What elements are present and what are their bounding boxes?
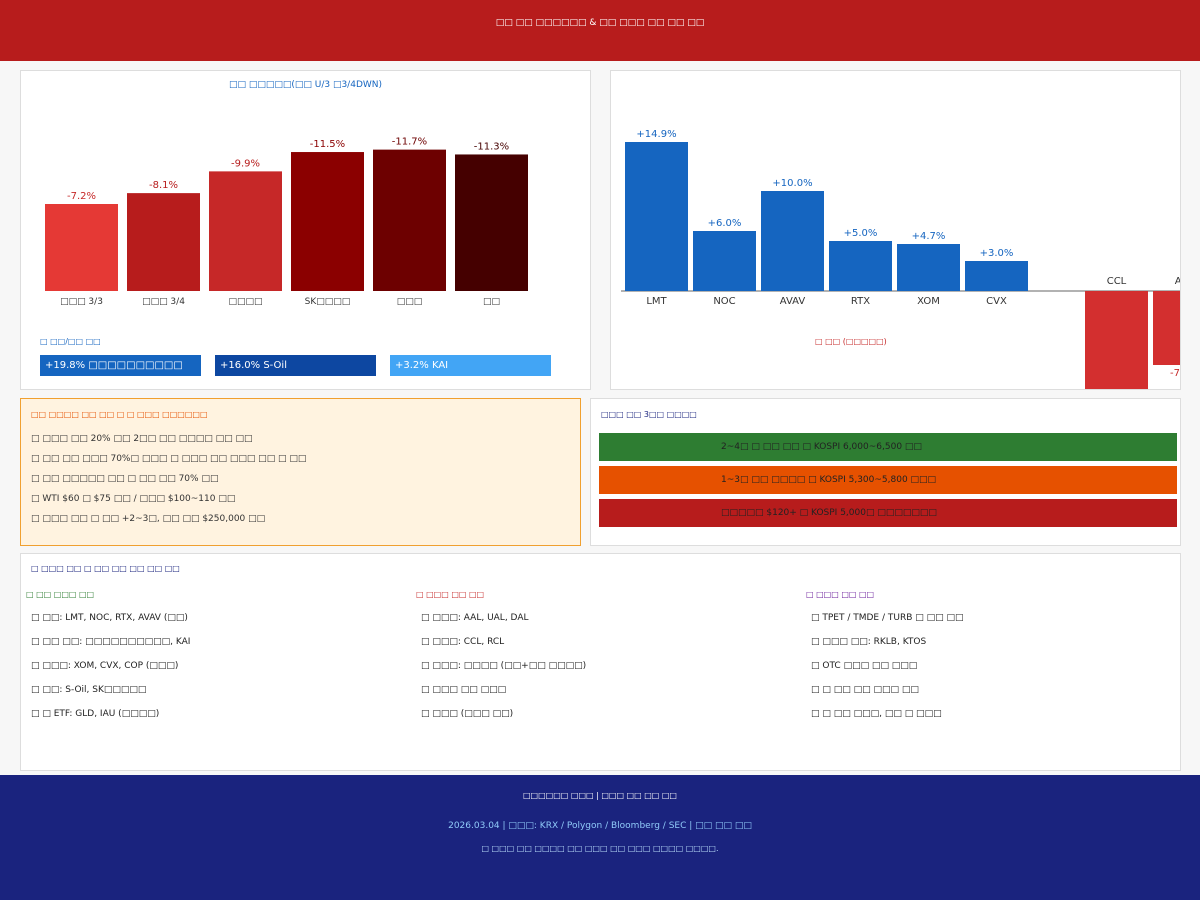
- column-header-buy: □ □□ □□□ □□: [26, 590, 95, 599]
- list-item: □ □□□: XOM, CVX, COP (□□□): [31, 661, 179, 671]
- warning-item: □ □□□ □□ 20% □□ 2□□ □□ □□□□ □□ □□: [31, 434, 253, 444]
- data-label: -11.7%: [392, 137, 427, 148]
- data-label: -8.1%: [149, 180, 178, 191]
- list-item: □ □□□: AAL, UAL, DAL: [421, 613, 529, 623]
- footer-note: □ □□□ □□ □□□□ □□ □□□ □□ □□□ □□□□ □□□□.: [481, 844, 719, 853]
- category-label: CCL: [1107, 276, 1127, 287]
- footer: □□□□□□ □□□ | □□□ □□ □□ □□ 2026.03.04 | □…: [0, 775, 1200, 900]
- list-item: □ □□□: □□□□ (□□+□□ □□□□): [421, 661, 587, 671]
- footer-meta: 2026.03.04 | □□□: KRX / Polygon / Bloomb…: [448, 821, 752, 831]
- category-label: AAL: [1175, 276, 1181, 287]
- category-label: CVX: [986, 296, 1007, 307]
- column-header-avoid: □ □□□ □□ □□: [416, 590, 485, 599]
- warning-panel: □□ □□□□ □□ □□ □ □ □□□ □□□□□□ □ □□□ □□ 20…: [20, 398, 581, 546]
- bar: [1153, 291, 1180, 365]
- chart-title: □□ □□□□□(□□ U/3 □3/4DWN): [228, 80, 383, 90]
- category-label: □□□ 3/4: [142, 297, 185, 307]
- category-label: LMT: [646, 296, 667, 307]
- header-bar: □□ □□ □□□□□□ & □□ □□□ □□ □□ □□: [0, 0, 1200, 61]
- list-item: □ □□□: CCL, RCL: [421, 637, 505, 647]
- data-label: +10.0%: [772, 178, 812, 189]
- warning-item: □ WTI $60 □ $75 □□ / □□□ $100~110 □□: [31, 494, 236, 504]
- warning-item: □ □□ □□□□□ □□ □ □□ □□ 70% □□: [31, 474, 219, 484]
- scenario-bar-3: □□□□□ $120+ □ KOSPI 5,000□ □□□□□□□: [599, 499, 1177, 527]
- list-item: □ □□: LMT, NOC, RTX, AVAV (□□): [31, 613, 188, 623]
- category-label: RTX: [851, 296, 870, 307]
- strategy-title: □ □□□ □□ □ □□ □□ □□ □□ □□: [31, 564, 180, 573]
- category-label: NOC: [713, 296, 735, 307]
- scenario-bar-2: 1~3□ □□ □□□□ □ KOSPI 5,300~5,800 □□□: [599, 466, 1177, 494]
- bar: [291, 152, 364, 291]
- data-label: +5.0%: [844, 228, 878, 239]
- bar: [127, 193, 200, 291]
- bar: [209, 171, 282, 291]
- list-item: □ □ ETF: GLD, IAU (□□□□): [31, 709, 160, 719]
- korea-decline-panel: □□ □□□□□(□□ U/3 □3/4DWN) -7.2% □□□ 3/3 -8.…: [20, 70, 591, 390]
- down-label: □ □□ (□□□□□): [815, 337, 887, 346]
- warning-item: □ □□□ □□ □ □□ +2~3□, □□ □□ $250,000 □□: [31, 514, 266, 524]
- bar: [373, 149, 446, 291]
- bar: [897, 244, 960, 291]
- category-label: XOM: [917, 296, 940, 307]
- up-label: □ □□/□□ □□: [40, 337, 101, 346]
- category-label: □□□ 3/3: [60, 297, 103, 307]
- data-label: -7.2%: [67, 191, 96, 202]
- category-label: □□□: [397, 297, 423, 307]
- korea-decline-chart: -7.2% □□□ 3/3 -8.1% □□□ 3/4 -9.9% □□□□ -11.5% S…: [45, 137, 528, 307]
- list-item: □ □□ □□: □□□□□□□□□□, KAI: [31, 637, 191, 647]
- warning-item: □ □□ □□ □□□ 70%□ □□□ □ □□□ □□ □□□ □□ □ □…: [31, 454, 307, 464]
- list-item: □ □ □□ □□□, □□ □ □□□: [811, 709, 942, 719]
- bar: [1085, 291, 1148, 389]
- data-label: -7.4%: [1170, 368, 1181, 379]
- data-label: +3.0%: [980, 248, 1014, 259]
- us-stocks-panel: +14.9% LMT +6.0% NOC +10.0% AVAV +5.0% RTX +4.7%…: [610, 70, 1181, 390]
- scenario-bar-1: 2~4□ □ □□ □□ □ KOSPI 6,000~6,500 □□: [599, 433, 1177, 461]
- list-item: □ □□□ □□: RKLB, KTOS: [811, 637, 927, 647]
- list-item: □ OTC □□□ □□ □□□: [811, 661, 918, 671]
- data-label: -9.9%: [231, 158, 260, 169]
- tag-3: +3.2% KAI: [390, 355, 551, 376]
- tag-2: +16.0% S-Oil: [215, 355, 376, 376]
- list-item: □ □□: S-Oil, SK□□□□□: [31, 685, 147, 695]
- data-label: +4.7%: [912, 231, 946, 242]
- scenario-panel: □□□ □□ 3□□ □□□□ 2~4□ □ □□ □□ □ KOSPI 6,0…: [590, 398, 1181, 546]
- column-header-watch: □ □□□ □□ □□: [806, 590, 875, 599]
- bar: [455, 154, 528, 291]
- data-label: -11.5%: [310, 139, 345, 150]
- list-item: □ □□□ □□ □□□: [421, 685, 507, 695]
- bar: [45, 204, 118, 291]
- bar: [761, 191, 824, 291]
- category-label: AVAV: [780, 296, 806, 307]
- data-label: +14.9%: [636, 129, 676, 140]
- scenario-title: □□□ □□ 3□□ □□□□: [601, 410, 697, 419]
- us-stocks-chart: +14.9% LMT +6.0% NOC +10.0% AVAV +5.0% RTX +4.7%…: [621, 129, 1181, 389]
- bar: [829, 241, 892, 291]
- data-label: +6.0%: [708, 218, 742, 229]
- tag-1: +19.8% □□□□□□□□□□: [40, 355, 201, 376]
- warning-title: □□ □□□□ □□ □□ □ □ □□□ □□□□□□: [31, 410, 208, 419]
- header-title: □□ □□ □□□□□□ & □□ □□□ □□ □□ □□: [495, 18, 705, 28]
- list-item: □ □□□ (□□□ □□): [421, 709, 514, 719]
- bar: [693, 231, 756, 291]
- data-label: -11.3%: [474, 141, 509, 152]
- footer-title: □□□□□□ □□□ | □□□ □□ □□ □□: [522, 791, 677, 800]
- list-item: □ □ □□ □□ □□□ □□: [811, 685, 919, 695]
- bar: [625, 142, 688, 291]
- list-item: □ TPET / TMDE / TURB □ □□ □□: [811, 613, 964, 623]
- strategy-panel: □ □□□ □□ □ □□ □□ □□ □□ □□ □ □□ □□□ □□ □ …: [20, 553, 1181, 771]
- category-label: SK□□□□: [305, 297, 351, 307]
- bar: [965, 261, 1028, 291]
- category-label: □□□□: [228, 297, 262, 307]
- category-label: □□: [483, 297, 500, 307]
